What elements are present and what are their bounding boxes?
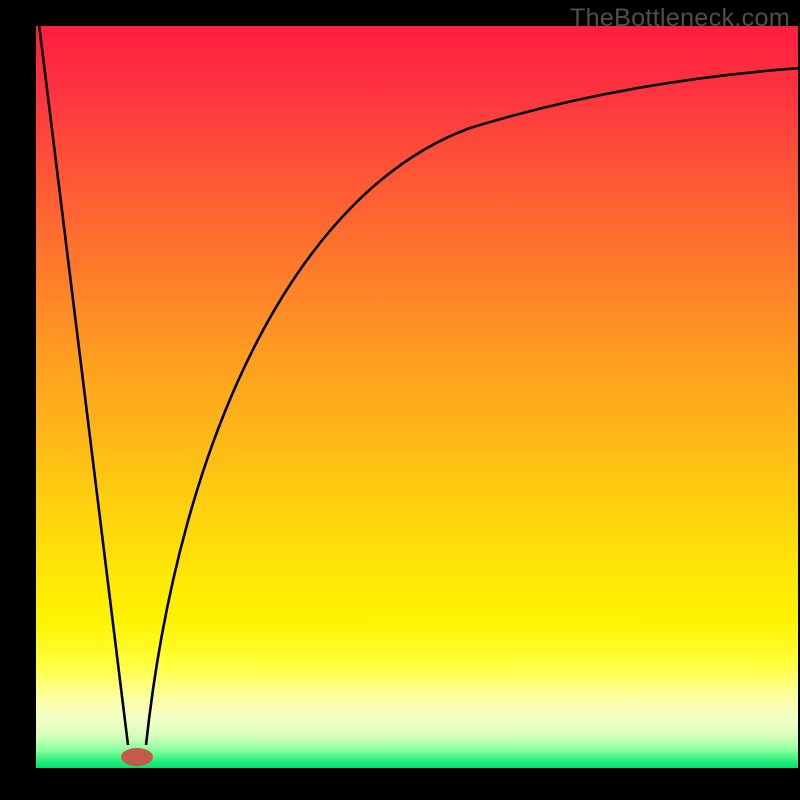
optimum-marker bbox=[121, 748, 153, 766]
bottleneck-chart bbox=[0, 0, 800, 800]
chart-stage: TheBottleneck.com bbox=[0, 0, 800, 800]
plot-background-gradient bbox=[36, 26, 798, 768]
